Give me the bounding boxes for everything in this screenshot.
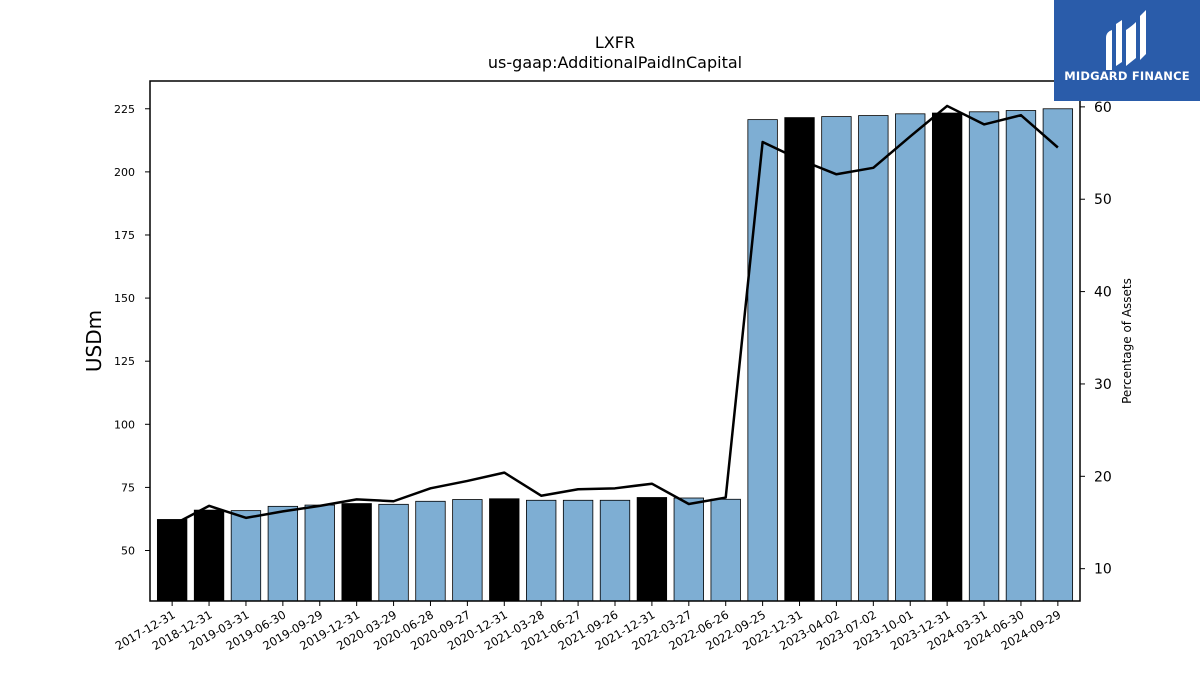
y2-tick-label: 50: [1094, 192, 1112, 208]
bar-2020-03-29: [378, 503, 409, 602]
y-tick-label: 125: [114, 355, 135, 368]
bar-2023-10-01: [895, 113, 926, 602]
bar-2022-03-27: [673, 497, 704, 602]
bar-2019-12-31: [341, 503, 372, 602]
bar-2024-03-31: [968, 111, 1000, 602]
y2-tick-label: 30: [1094, 377, 1112, 393]
logo-text: MIDGARD FINANCE: [1064, 69, 1190, 83]
bar-2023-04-02: [821, 116, 852, 602]
line-group: [171, 104, 1059, 527]
bar-2022-12-31: [784, 117, 815, 602]
y-tick-label: 200: [114, 166, 135, 179]
bar-2020-09-27: [452, 499, 483, 602]
logo-mark-icon: [1106, 10, 1146, 70]
bar-2024-09-29: [1042, 108, 1074, 602]
chart-subtitle: us-gaap:AdditionalPaidInCapital: [488, 53, 742, 72]
bar-2024-06-30: [1005, 110, 1037, 602]
bar-2019-09-29: [304, 504, 335, 602]
y-tick-label: 50: [121, 545, 135, 558]
bars-group: [156, 108, 1074, 602]
y-tick-label: 75: [121, 481, 135, 494]
bar-2022-06-26: [710, 498, 741, 602]
bar-2021-09-26: [599, 499, 631, 602]
bar-2018-12-31: [193, 509, 225, 602]
bar-2021-06-27: [562, 499, 594, 602]
y-tick-label: 225: [114, 103, 135, 116]
y2-tick-label: 10: [1094, 562, 1112, 578]
bar-2019-03-31: [230, 510, 262, 602]
y-tick-label: 100: [114, 418, 135, 431]
bar-2020-12-31: [489, 498, 520, 602]
bar-2021-12-31: [636, 497, 668, 602]
y2-axis-label: Percentage of Assets: [1120, 278, 1134, 404]
bar-2023-07-02: [858, 115, 889, 602]
bar-2019-06-30: [267, 505, 299, 602]
y-tick-label: 150: [114, 292, 135, 305]
percentage-line: [171, 104, 1059, 527]
y2-tick-label: 20: [1094, 469, 1112, 485]
bar-2023-12-31: [931, 112, 963, 602]
bar-2020-06-28: [415, 500, 446, 602]
midgard-finance-logo: MIDGARD FINANCE: [1054, 0, 1200, 101]
y-tick-label: 175: [114, 229, 135, 242]
bar-2017-12-31: [156, 519, 188, 602]
y2-tick-label: 60: [1094, 100, 1112, 116]
chart-title: LXFR: [595, 33, 635, 52]
bar-2022-09-25: [747, 119, 778, 602]
y-axis-label: USDm: [82, 310, 106, 372]
bar-2021-03-28: [526, 499, 557, 602]
y2-tick-label: 40: [1094, 285, 1112, 301]
